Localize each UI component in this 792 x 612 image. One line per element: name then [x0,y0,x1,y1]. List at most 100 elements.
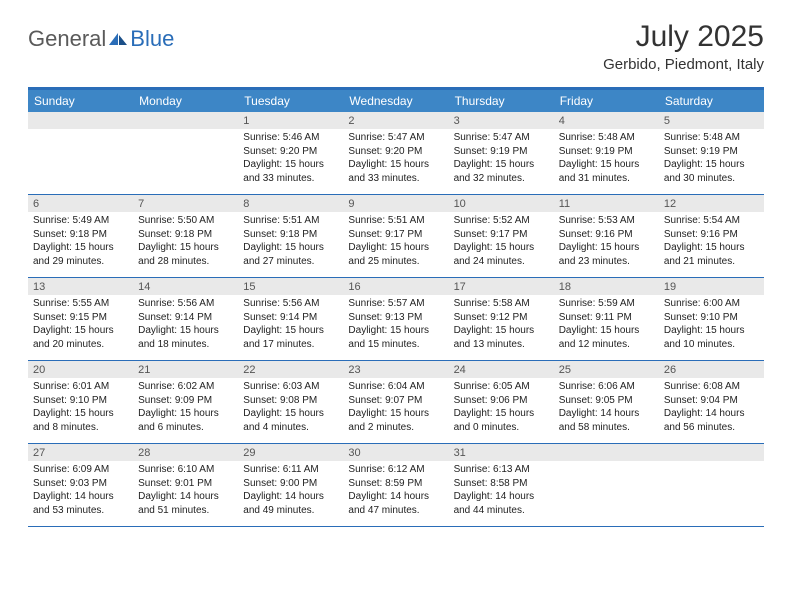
day-cell: 23Sunrise: 6:04 AMSunset: 9:07 PMDayligh… [343,361,448,443]
day-number: 19 [659,278,764,295]
day-cell [28,112,133,194]
day-details: Sunrise: 6:01 AMSunset: 9:10 PMDaylight:… [28,378,133,438]
day-details: Sunrise: 6:09 AMSunset: 9:03 PMDaylight:… [28,461,133,521]
day-details: Sunrise: 6:05 AMSunset: 9:06 PMDaylight:… [449,378,554,438]
day-cell: 13Sunrise: 5:55 AMSunset: 9:15 PMDayligh… [28,278,133,360]
day-cell: 4Sunrise: 5:48 AMSunset: 9:19 PMDaylight… [554,112,659,194]
day-details: Sunrise: 6:12 AMSunset: 8:59 PMDaylight:… [343,461,448,521]
day-cell: 20Sunrise: 6:01 AMSunset: 9:10 PMDayligh… [28,361,133,443]
day-number: 9 [343,195,448,212]
header: General Blue July 2025 Gerbido, Piedmont… [28,20,764,73]
day-details: Sunrise: 5:48 AMSunset: 9:19 PMDaylight:… [554,129,659,189]
day-number: 1 [238,112,343,129]
day-number [28,112,133,129]
day-number: 15 [238,278,343,295]
day-number: 16 [343,278,448,295]
week-row: 20Sunrise: 6:01 AMSunset: 9:10 PMDayligh… [28,361,764,444]
day-cell [554,444,659,526]
day-header: Saturday [659,90,764,112]
day-number: 24 [449,361,554,378]
day-details: Sunrise: 5:50 AMSunset: 9:18 PMDaylight:… [133,212,238,272]
day-cell: 7Sunrise: 5:50 AMSunset: 9:18 PMDaylight… [133,195,238,277]
day-details: Sunrise: 6:04 AMSunset: 9:07 PMDaylight:… [343,378,448,438]
week-row: 27Sunrise: 6:09 AMSunset: 9:03 PMDayligh… [28,444,764,527]
day-details: Sunrise: 5:58 AMSunset: 9:12 PMDaylight:… [449,295,554,355]
day-cell: 1Sunrise: 5:46 AMSunset: 9:20 PMDaylight… [238,112,343,194]
day-details: Sunrise: 5:55 AMSunset: 9:15 PMDaylight:… [28,295,133,355]
day-number: 30 [343,444,448,461]
day-number: 23 [343,361,448,378]
day-cell: 5Sunrise: 5:48 AMSunset: 9:19 PMDaylight… [659,112,764,194]
day-details: Sunrise: 6:11 AMSunset: 9:00 PMDaylight:… [238,461,343,521]
day-cell: 30Sunrise: 6:12 AMSunset: 8:59 PMDayligh… [343,444,448,526]
day-number: 22 [238,361,343,378]
day-details: Sunrise: 5:47 AMSunset: 9:20 PMDaylight:… [343,129,448,189]
day-number [659,444,764,461]
day-number: 3 [449,112,554,129]
day-number: 8 [238,195,343,212]
day-details: Sunrise: 6:06 AMSunset: 9:05 PMDaylight:… [554,378,659,438]
day-header: Tuesday [238,90,343,112]
day-cell: 19Sunrise: 6:00 AMSunset: 9:10 PMDayligh… [659,278,764,360]
day-number: 18 [554,278,659,295]
day-cell: 28Sunrise: 6:10 AMSunset: 9:01 PMDayligh… [133,444,238,526]
day-number: 26 [659,361,764,378]
day-details: Sunrise: 5:46 AMSunset: 9:20 PMDaylight:… [238,129,343,189]
sail-icon [108,32,128,46]
weeks-container: 1Sunrise: 5:46 AMSunset: 9:20 PMDaylight… [28,112,764,527]
day-cell: 27Sunrise: 6:09 AMSunset: 9:03 PMDayligh… [28,444,133,526]
day-details: Sunrise: 5:54 AMSunset: 9:16 PMDaylight:… [659,212,764,272]
day-cell [659,444,764,526]
day-number: 25 [554,361,659,378]
day-number: 4 [554,112,659,129]
day-number: 28 [133,444,238,461]
day-header: Sunday [28,90,133,112]
day-details: Sunrise: 5:53 AMSunset: 9:16 PMDaylight:… [554,212,659,272]
day-cell: 11Sunrise: 5:53 AMSunset: 9:16 PMDayligh… [554,195,659,277]
day-cell: 6Sunrise: 5:49 AMSunset: 9:18 PMDaylight… [28,195,133,277]
day-number: 27 [28,444,133,461]
day-number: 13 [28,278,133,295]
brand-part1: General [28,26,106,52]
day-cell: 24Sunrise: 6:05 AMSunset: 9:06 PMDayligh… [449,361,554,443]
day-details: Sunrise: 6:10 AMSunset: 9:01 PMDaylight:… [133,461,238,521]
day-cell: 15Sunrise: 5:56 AMSunset: 9:14 PMDayligh… [238,278,343,360]
day-cell: 18Sunrise: 5:59 AMSunset: 9:11 PMDayligh… [554,278,659,360]
day-header: Monday [133,90,238,112]
day-number: 12 [659,195,764,212]
calendar: SundayMondayTuesdayWednesdayThursdayFrid… [28,87,764,527]
day-header: Friday [554,90,659,112]
week-row: 1Sunrise: 5:46 AMSunset: 9:20 PMDaylight… [28,112,764,195]
day-number: 11 [554,195,659,212]
day-cell [133,112,238,194]
brand-logo: General Blue [28,20,174,52]
day-details: Sunrise: 5:51 AMSunset: 9:18 PMDaylight:… [238,212,343,272]
month-title: July 2025 [603,20,764,54]
day-cell: 3Sunrise: 5:47 AMSunset: 9:19 PMDaylight… [449,112,554,194]
day-number [133,112,238,129]
day-cell: 26Sunrise: 6:08 AMSunset: 9:04 PMDayligh… [659,361,764,443]
week-row: 13Sunrise: 5:55 AMSunset: 9:15 PMDayligh… [28,278,764,361]
day-details: Sunrise: 5:51 AMSunset: 9:17 PMDaylight:… [343,212,448,272]
day-details: Sunrise: 5:48 AMSunset: 9:19 PMDaylight:… [659,129,764,189]
day-details: Sunrise: 6:00 AMSunset: 9:10 PMDaylight:… [659,295,764,355]
day-cell: 17Sunrise: 5:58 AMSunset: 9:12 PMDayligh… [449,278,554,360]
day-number: 29 [238,444,343,461]
week-row: 6Sunrise: 5:49 AMSunset: 9:18 PMDaylight… [28,195,764,278]
day-details: Sunrise: 5:57 AMSunset: 9:13 PMDaylight:… [343,295,448,355]
day-details: Sunrise: 5:47 AMSunset: 9:19 PMDaylight:… [449,129,554,189]
location: Gerbido, Piedmont, Italy [603,56,764,73]
day-number: 20 [28,361,133,378]
day-number: 7 [133,195,238,212]
day-cell: 25Sunrise: 6:06 AMSunset: 9:05 PMDayligh… [554,361,659,443]
day-number: 21 [133,361,238,378]
day-number [554,444,659,461]
day-details: Sunrise: 6:02 AMSunset: 9:09 PMDaylight:… [133,378,238,438]
day-number: 10 [449,195,554,212]
day-cell: 14Sunrise: 5:56 AMSunset: 9:14 PMDayligh… [133,278,238,360]
day-cell: 29Sunrise: 6:11 AMSunset: 9:00 PMDayligh… [238,444,343,526]
day-number: 2 [343,112,448,129]
day-details: Sunrise: 5:59 AMSunset: 9:11 PMDaylight:… [554,295,659,355]
day-number: 14 [133,278,238,295]
day-cell: 22Sunrise: 6:03 AMSunset: 9:08 PMDayligh… [238,361,343,443]
